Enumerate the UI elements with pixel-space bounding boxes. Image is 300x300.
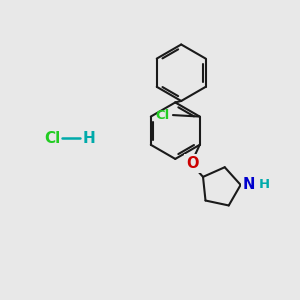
Text: O: O [186, 156, 199, 171]
Text: N: N [242, 177, 255, 192]
Text: H: H [83, 130, 96, 146]
Text: Cl: Cl [156, 109, 170, 122]
Text: H: H [259, 178, 270, 191]
Text: Cl: Cl [45, 130, 61, 146]
Text: O: O [186, 156, 199, 171]
